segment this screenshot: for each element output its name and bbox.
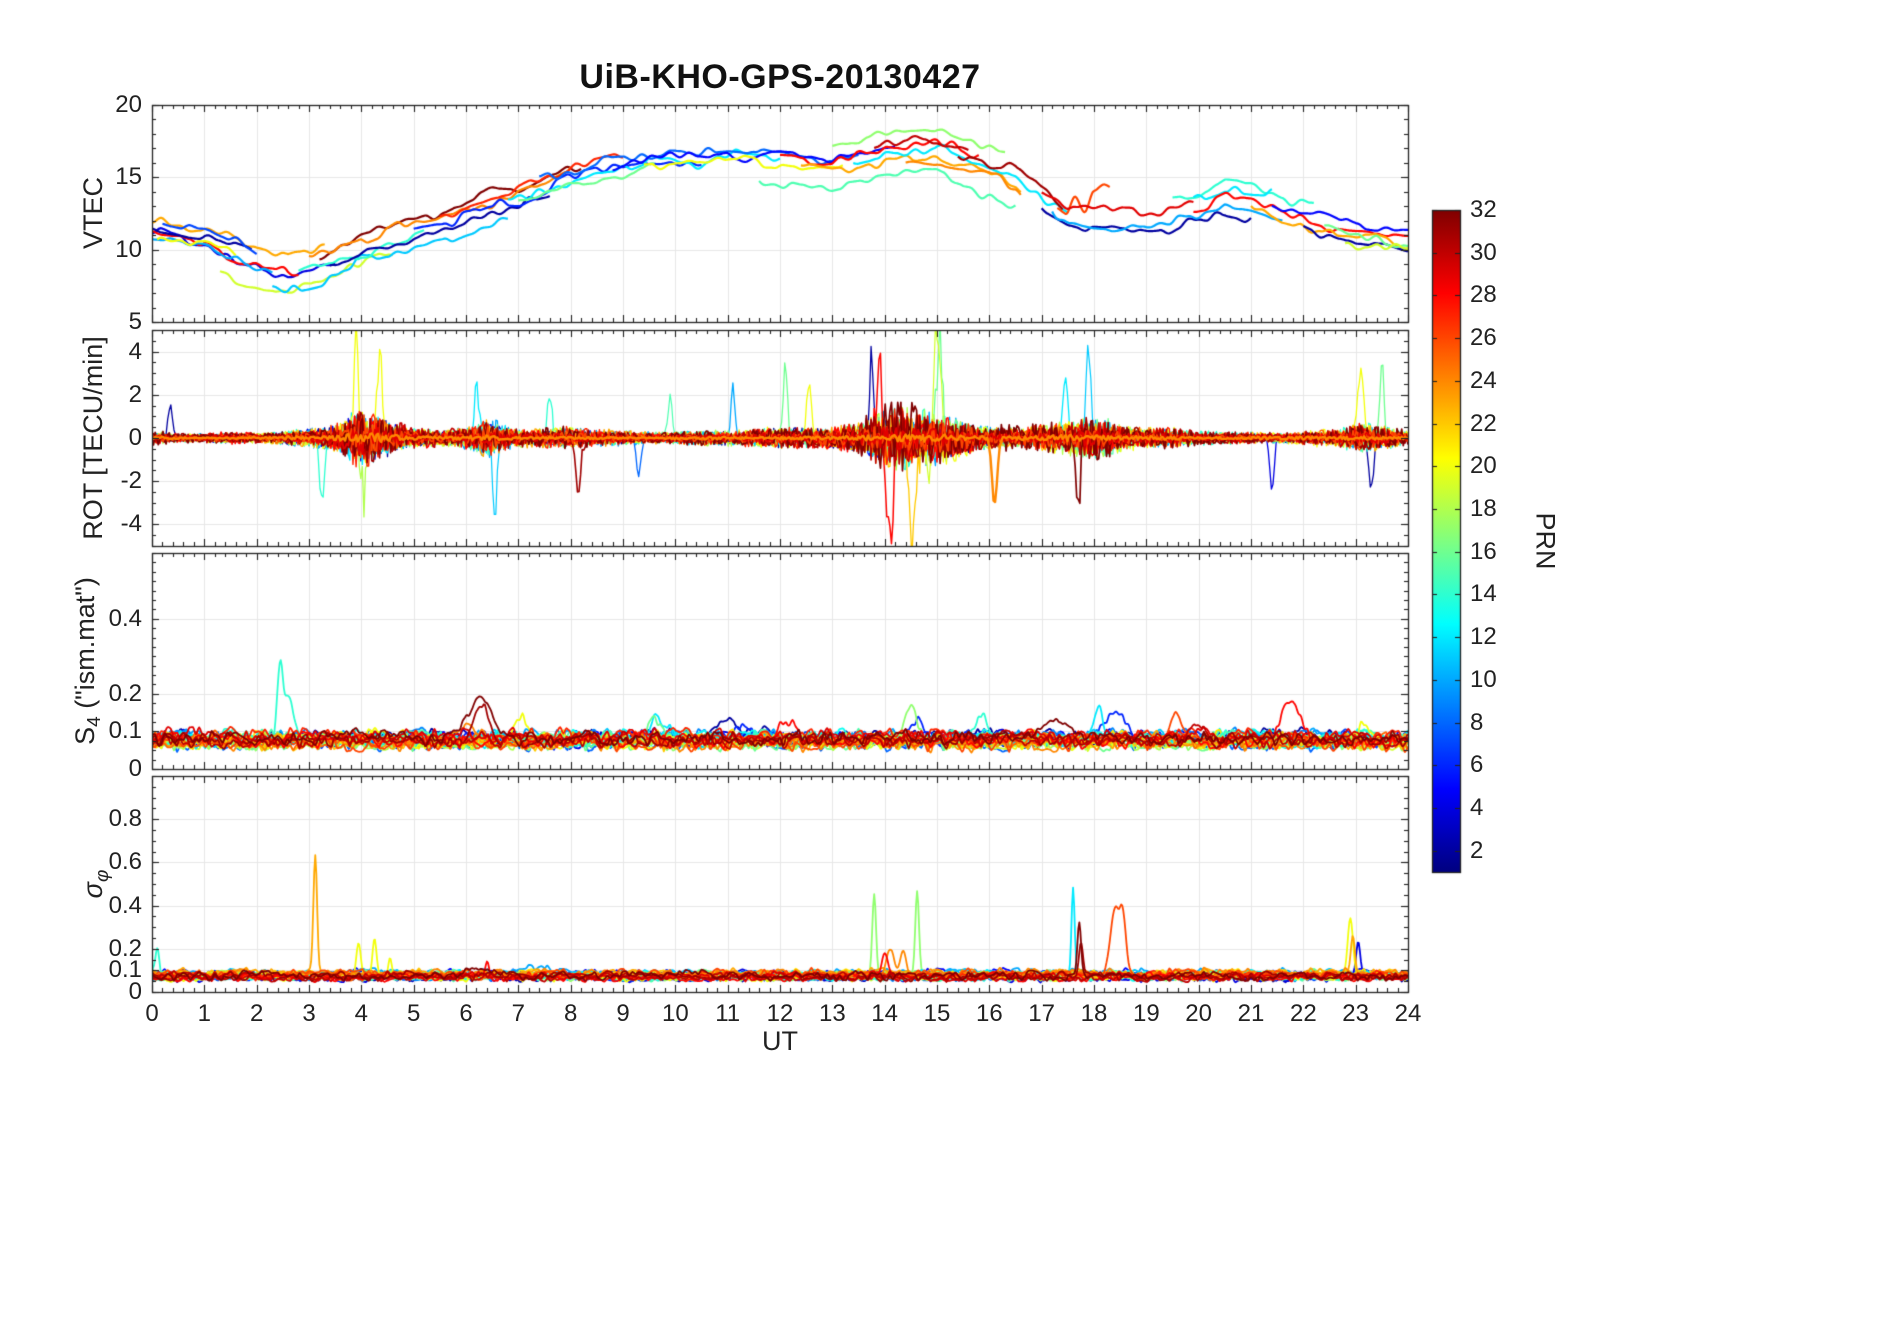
chart-title: UiB-KHO-GPS-20130427 xyxy=(579,58,981,96)
y-tick-label: 0.4 xyxy=(108,891,142,919)
x-tick-label: 1 xyxy=(197,1000,211,1027)
x-tick-label: 8 xyxy=(563,1000,578,1027)
colorbar-tick-label: 22 xyxy=(1470,409,1497,437)
colorbar-tick-label: 6 xyxy=(1470,751,1484,779)
y-tick-label: 0.8 xyxy=(108,805,142,833)
x-tick-label: 21 xyxy=(1237,1000,1265,1027)
y-tick-label: 20 xyxy=(115,91,142,118)
colorbar-tick-label: 12 xyxy=(1470,623,1497,651)
x-tick-label: 14 xyxy=(871,1000,898,1027)
colorbar-tick-label: 18 xyxy=(1470,494,1497,522)
x-tick-label: 17 xyxy=(1028,1000,1055,1027)
colorbar-tick-label: 4 xyxy=(1470,793,1484,821)
xlabel-ut: UT xyxy=(762,1026,798,1056)
y-tick-label: 0.1 xyxy=(108,956,142,984)
y-tick-label: 0.2 xyxy=(108,679,142,707)
colorbar-tick-label: 16 xyxy=(1470,537,1497,565)
colorbar-tick-label: 2 xyxy=(1470,836,1484,864)
colorbar-tick-label: 30 xyxy=(1470,238,1497,266)
x-tick-label: 4 xyxy=(354,1000,368,1027)
y-tick-label: 0.2 xyxy=(108,934,142,962)
y-tick-label: 15 xyxy=(115,163,142,191)
y-tick-label: 4 xyxy=(128,337,142,365)
x-tick-label: 20 xyxy=(1185,1000,1212,1027)
x-tick-label: 5 xyxy=(406,1000,421,1027)
colorbar-tick-label: 26 xyxy=(1470,324,1497,352)
y-tick-label: 5 xyxy=(128,308,142,335)
y-tick-label: 0.6 xyxy=(108,848,142,876)
colorbar-tick-label: 20 xyxy=(1470,452,1497,480)
x-tick-label: 13 xyxy=(818,1000,846,1027)
y-tick-label: 0 xyxy=(128,424,142,451)
y-tick-label: -4 xyxy=(120,510,142,538)
y-tick-label: 0 xyxy=(128,755,142,782)
x-tick-label: 16 xyxy=(975,1000,1003,1027)
y-tick-label: 2 xyxy=(128,380,142,408)
x-tick-label: 2 xyxy=(249,1000,264,1027)
x-tick-label: 18 xyxy=(1080,1000,1108,1027)
x-tick-label: 7 xyxy=(511,1000,525,1027)
y-tick-label: 0 xyxy=(128,978,142,1005)
y-tick-label: 10 xyxy=(115,235,142,263)
x-tick-label: 9 xyxy=(616,1000,630,1027)
colorbar-label-prn: PRN xyxy=(1530,512,1561,570)
x-tick-label: 19 xyxy=(1132,1000,1160,1027)
y-tick-label: -2 xyxy=(120,467,142,495)
x-tick-label: 24 xyxy=(1394,1000,1422,1027)
colorbar-tick-label: 10 xyxy=(1470,665,1497,693)
colorbar-tick-label: 8 xyxy=(1470,708,1484,736)
x-tick-label: 15 xyxy=(923,1000,951,1027)
x-tick-label: 3 xyxy=(302,1000,316,1027)
x-tick-label: 23 xyxy=(1342,1000,1369,1027)
colorbar-tick-label: 24 xyxy=(1470,366,1497,394)
x-tick-label: 6 xyxy=(459,1000,473,1027)
y-tick-label: 0.4 xyxy=(108,604,142,632)
x-tick-label: 10 xyxy=(661,1000,689,1027)
x-tick-label: 22 xyxy=(1289,1000,1317,1027)
colorbar-tick-label: 32 xyxy=(1470,196,1497,223)
x-tick-label: 12 xyxy=(766,1000,794,1027)
x-tick-label: 0 xyxy=(145,1000,159,1027)
y-tick-label: 0.1 xyxy=(108,717,142,745)
x-tick-label: 11 xyxy=(715,1000,741,1027)
colorbar-tick-label: 14 xyxy=(1470,580,1497,608)
colorbar-tick-label: 28 xyxy=(1470,281,1497,309)
